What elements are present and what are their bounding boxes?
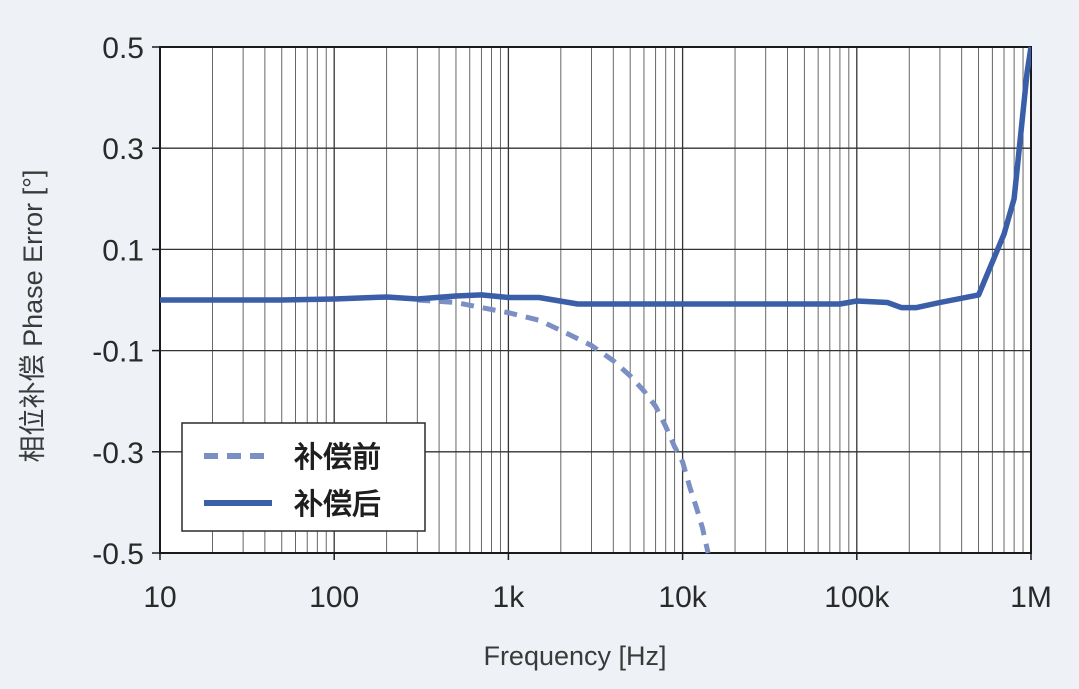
legend-label-after-compensation: 补偿后 xyxy=(294,487,381,521)
x-tick-label: 100k xyxy=(824,581,890,614)
x-tick-label: 100 xyxy=(309,581,359,614)
y-tick-label: -0.5 xyxy=(92,538,144,571)
y-tick-labels: 0.5 0.3 0.1 -0.1 -0.3 -0.5 xyxy=(92,32,144,571)
y-tick-label: -0.1 xyxy=(92,336,144,369)
y-tick-label: -0.3 xyxy=(92,437,144,470)
x-tick-labels: 10 100 1k 10k 100k 1M xyxy=(143,581,1052,614)
legend: 补偿前 补偿后 xyxy=(181,422,426,532)
series-line-after-compensation xyxy=(160,46,1031,311)
x-tick-label: 1k xyxy=(493,581,526,614)
y-tick-label: 0.1 xyxy=(102,234,144,267)
y-tick-label: 0.5 xyxy=(102,32,144,65)
legend-box xyxy=(181,422,426,532)
x-tick-label: 10 xyxy=(143,581,176,614)
series-line-before-compensation xyxy=(417,297,711,554)
series-layer xyxy=(160,46,1031,554)
tick-marks xyxy=(152,46,1032,560)
x-tick-label: 10k xyxy=(658,581,707,614)
x-axis-title: Frequency [Hz] xyxy=(483,641,666,671)
y-axis-title: 相位补偿 Phase Error [°] xyxy=(18,170,48,463)
legend-label-before-compensation: 补偿前 xyxy=(294,440,381,474)
y-tick-label: 0.3 xyxy=(102,133,144,166)
x-tick-label: 1M xyxy=(1010,581,1052,614)
